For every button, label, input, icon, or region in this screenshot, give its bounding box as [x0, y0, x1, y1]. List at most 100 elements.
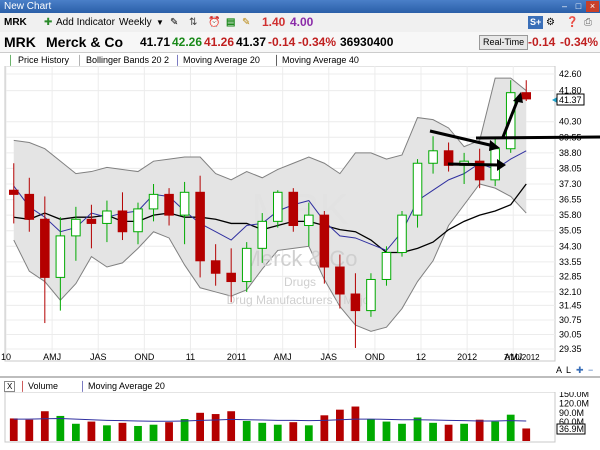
minimize-button[interactable]: –: [561, 1, 567, 11]
volume-bar: [475, 419, 484, 441]
realtime-change: -0.14: [528, 35, 556, 49]
candle: [40, 196, 50, 324]
candle-body: [24, 193, 35, 220]
candle: [117, 192, 128, 241]
volume-bar: [429, 422, 437, 441]
volume-bar: [103, 425, 111, 441]
change-value: 1.40: [262, 15, 286, 29]
candle-body: [428, 150, 438, 164]
ma40-line: [13, 183, 527, 254]
volume-y-tick: 150.0M: [559, 392, 589, 399]
close-button[interactable]: ×: [586, 1, 599, 12]
legend-bollinger[interactable]: Bollinger Bands 20 2: [86, 55, 170, 65]
settings-icon[interactable]: ⚙: [546, 17, 555, 28]
price-x-tick: 10: [1, 352, 11, 362]
legend-ma40[interactable]: Moving Average 40: [282, 55, 359, 65]
volume-y-tick: 120.0M: [559, 398, 589, 408]
candle: [257, 213, 268, 263]
volume-bars: [9, 406, 531, 441]
candle-body: [55, 235, 66, 278]
volume-bar: [134, 425, 142, 441]
candle-body: [210, 260, 221, 274]
price-chart[interactable]: MRK Merck & Co Drugs Drug Manufacturers …: [0, 66, 600, 376]
close-price: 41.37: [236, 35, 267, 49]
volume-y-tick: 90.0M: [559, 408, 584, 418]
volume-bar: [336, 409, 344, 441]
symbol-label[interactable]: MRK: [4, 17, 27, 28]
bollinger-band-fill: [13, 78, 527, 332]
candle-body: [195, 191, 205, 262]
axis-mode-a[interactable]: A: [556, 365, 562, 375]
volume-bar: [258, 422, 267, 441]
zoom-out-icon[interactable]: −: [588, 365, 593, 375]
panel-divider[interactable]: [0, 376, 600, 378]
quote-bar: MRK Merck & Co 41.71 42.26 41.26 41.37 -…: [0, 32, 600, 53]
price-legend: │ Price History │ Bollinger Bands 20 2 │…: [0, 53, 600, 67]
volume-bar: [491, 421, 500, 441]
volume-bar: [87, 421, 96, 441]
maximize-button[interactable]: □: [575, 1, 582, 11]
candle: [335, 254, 345, 309]
zoom-in-icon[interactable]: ✚: [576, 365, 584, 375]
candle: [164, 188, 174, 226]
candle-body: [319, 214, 330, 268]
price-x-tick: 2012: [457, 352, 477, 362]
watermark: MRK Merck & Co Drugs Drug Manufacturers …: [227, 185, 374, 307]
legend-ma20-icon: │: [175, 55, 181, 65]
period-select[interactable]: Weekly: [119, 17, 152, 28]
axis-mode-l[interactable]: L: [566, 365, 571, 375]
candle-body: [397, 214, 407, 253]
volume-value: 36930400: [340, 35, 394, 49]
arrow-line-upper-left: [429, 129, 495, 148]
candle: [474, 148, 485, 189]
draw-tool-icon[interactable]: ✎: [170, 17, 179, 28]
candle: [179, 181, 190, 245]
candle-body: [288, 191, 299, 227]
candle: [210, 244, 221, 286]
help-icon[interactable]: ❓: [566, 17, 579, 28]
candle: [24, 177, 35, 232]
candle-body: [40, 218, 50, 278]
notepad-icon[interactable]: ✎: [242, 17, 251, 28]
add-indicator-icon[interactable]: ✚: [44, 17, 53, 28]
arrow-head-up: [513, 92, 523, 103]
volume-bar: [304, 425, 313, 441]
candle: [304, 202, 314, 247]
company-name: Merck & Co: [46, 34, 124, 50]
volume-bar: [351, 406, 360, 441]
alarm-clock-icon[interactable]: ⏰: [208, 17, 221, 28]
badge-button[interactable]: S+: [528, 16, 544, 29]
add-indicator-button[interactable]: Add Indicator: [56, 17, 115, 28]
candle: [288, 188, 299, 232]
candle: [521, 80, 532, 101]
legend-vol-ma-icon: │: [80, 381, 86, 391]
print-icon[interactable]: ⎙: [584, 17, 592, 28]
candle: [412, 159, 423, 228]
legend-price-history[interactable]: Price History: [18, 55, 70, 65]
price-y-tick: 38.80: [559, 148, 582, 158]
legend-vol-ma[interactable]: Moving Average 20: [88, 381, 165, 391]
legend-volume[interactable]: Volume: [28, 381, 59, 391]
price-x-axis: 10 AMJ JAS OND 11 2011 AMJ JAS OND 12 2012 AMJ: [1, 352, 522, 362]
candle-body: [8, 189, 19, 195]
arrow-line-up: [501, 98, 520, 138]
period-dropdown-icon[interactable]: ▼: [156, 18, 164, 27]
price-change-pct: -0.34%: [298, 35, 337, 49]
realtime-button[interactable]: Real-Time: [479, 35, 529, 50]
volume-close-button[interactable]: X: [4, 381, 16, 392]
zoom-icon[interactable]: ⇅: [189, 17, 198, 28]
bar-chart-icon[interactable]: ▤: [226, 17, 236, 28]
arrow-head-upper-left: [489, 140, 500, 151]
volume-bar: [227, 411, 236, 441]
watermark-industry: Drug Manufacturers - Major: [227, 293, 374, 307]
legend-ma20[interactable]: Moving Average 20: [183, 55, 260, 65]
window-titlebar: New Chart – □ ×: [0, 0, 600, 13]
price-legend-icon: │: [8, 55, 14, 65]
candle-body: [117, 210, 128, 233]
last-price: 41.71: [140, 35, 171, 49]
volume-bar: [398, 423, 406, 441]
price-change: -0.14: [268, 35, 296, 49]
price-y-tick: 34.30: [559, 241, 582, 251]
arrow-line-lower-left: [447, 162, 500, 167]
